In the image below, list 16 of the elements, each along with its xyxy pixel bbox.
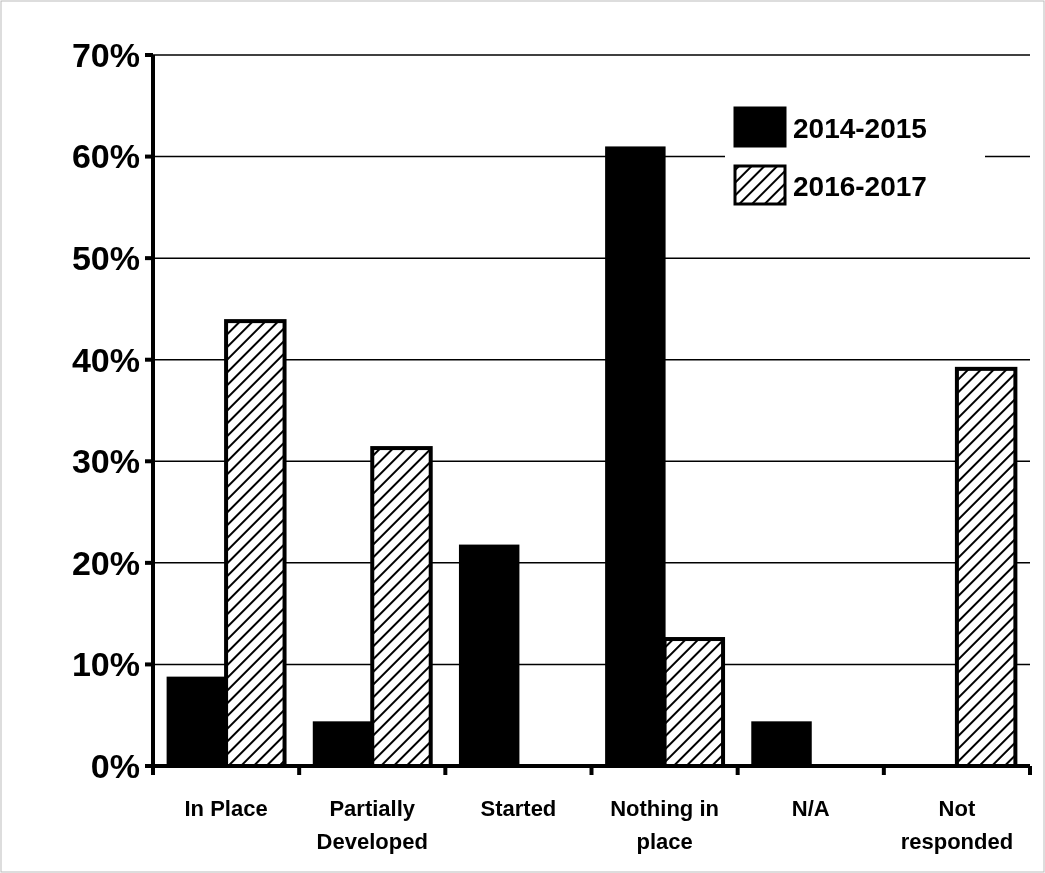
x-tick-label: N/A <box>791 796 830 821</box>
legend-label: 2014-2015 <box>793 113 927 144</box>
x-tick-label: Not responded <box>900 796 1014 854</box>
x-tick-label: Partially Developed <box>316 796 428 854</box>
y-tick-label: 60% <box>71 137 140 176</box>
y-tick-label: 70% <box>71 35 140 74</box>
x-tick-label: In Place <box>184 796 268 821</box>
y-tick-label: 0% <box>90 746 140 785</box>
x-tick-label: Started <box>480 796 557 821</box>
x-tick-label: Nothing in place <box>610 796 719 854</box>
y-tick-label: 20% <box>71 543 140 582</box>
y-tick-label: 30% <box>71 442 140 481</box>
y-tick-label: 40% <box>71 340 140 379</box>
y-tick-label: 50% <box>71 239 140 278</box>
legend-label: 2016-2017 <box>793 171 927 202</box>
y-tick-label: 10% <box>71 645 140 684</box>
